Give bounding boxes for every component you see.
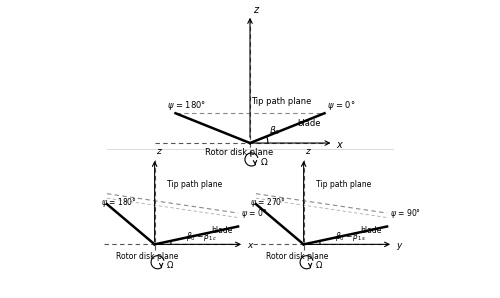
Text: $\Omega$: $\Omega$ <box>260 156 268 167</box>
Text: x: x <box>247 241 252 250</box>
Text: blade: blade <box>360 226 382 235</box>
Text: $\psi$ = 180°: $\psi$ = 180° <box>166 99 206 112</box>
Text: z: z <box>156 148 161 156</box>
Text: blade: blade <box>212 226 233 235</box>
Text: Tip path plane: Tip path plane <box>166 180 222 189</box>
Text: $\Omega$: $\Omega$ <box>315 259 323 270</box>
Text: $\psi$ = 270°: $\psi$ = 270° <box>250 196 286 209</box>
Text: Tip path plane: Tip path plane <box>252 97 312 106</box>
Text: $\beta_0$: $\beta_0$ <box>270 124 280 137</box>
Text: z: z <box>253 5 258 15</box>
Text: $\psi$ = 0°: $\psi$ = 0° <box>328 99 356 112</box>
Text: $\Omega$: $\Omega$ <box>166 259 174 270</box>
Text: x: x <box>336 139 342 150</box>
Text: z: z <box>305 148 310 156</box>
Text: Rotor disk plane: Rotor disk plane <box>206 148 274 156</box>
Text: $\psi$ = 0°: $\psi$ = 0° <box>241 207 268 220</box>
Text: Rotor disk plane: Rotor disk plane <box>266 252 329 261</box>
Text: Tip path plane: Tip path plane <box>316 180 371 189</box>
Text: Rotor disk plane: Rotor disk plane <box>116 252 178 261</box>
Text: blade: blade <box>298 119 321 128</box>
Text: $\beta_0 - \beta_{1s}$: $\beta_0 - \beta_{1s}$ <box>335 230 366 243</box>
Text: y: y <box>396 241 402 250</box>
Text: $\psi$ = 180°: $\psi$ = 180° <box>101 196 137 209</box>
Text: $\beta_0 - \beta_{1c}$: $\beta_0 - \beta_{1c}$ <box>186 230 217 243</box>
Text: $\psi$ = 90°: $\psi$ = 90° <box>390 207 421 220</box>
